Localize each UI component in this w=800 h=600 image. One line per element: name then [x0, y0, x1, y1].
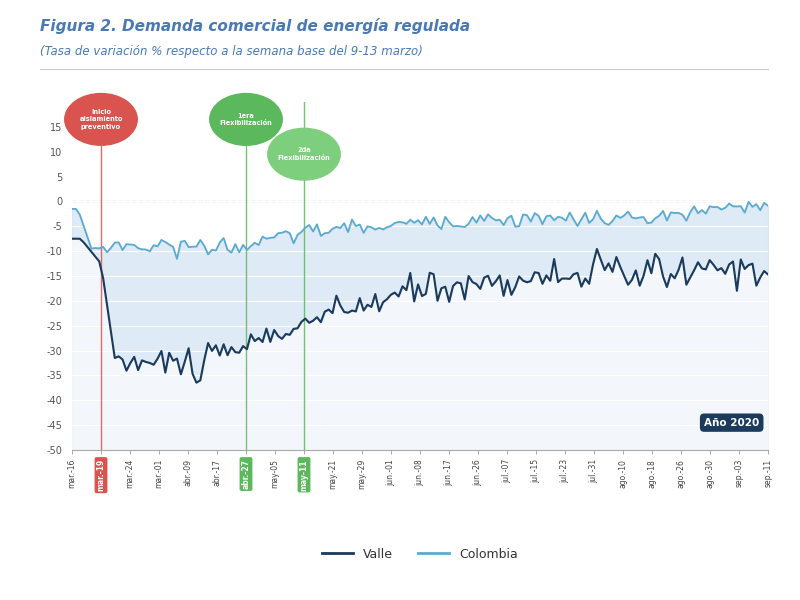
Text: 2da
Flexibilización: 2da Flexibilización — [278, 148, 330, 161]
Text: Figura 2. Demanda comercial de energía regulada: Figura 2. Demanda comercial de energía r… — [40, 18, 470, 34]
Text: Inicio
aislamiento
preventivo: Inicio aislamiento preventivo — [79, 109, 122, 130]
Text: Año 2020: Año 2020 — [704, 418, 759, 428]
Text: 1era
Flexibilización: 1era Flexibilización — [220, 113, 272, 126]
Ellipse shape — [210, 94, 282, 145]
Text: (Tasa de variación % respecto a la semana base del 9-13 marzo): (Tasa de variación % respecto a la seman… — [40, 45, 423, 58]
Ellipse shape — [65, 94, 138, 145]
Ellipse shape — [268, 128, 340, 180]
Legend: Valle, Colombia: Valle, Colombia — [317, 542, 523, 566]
